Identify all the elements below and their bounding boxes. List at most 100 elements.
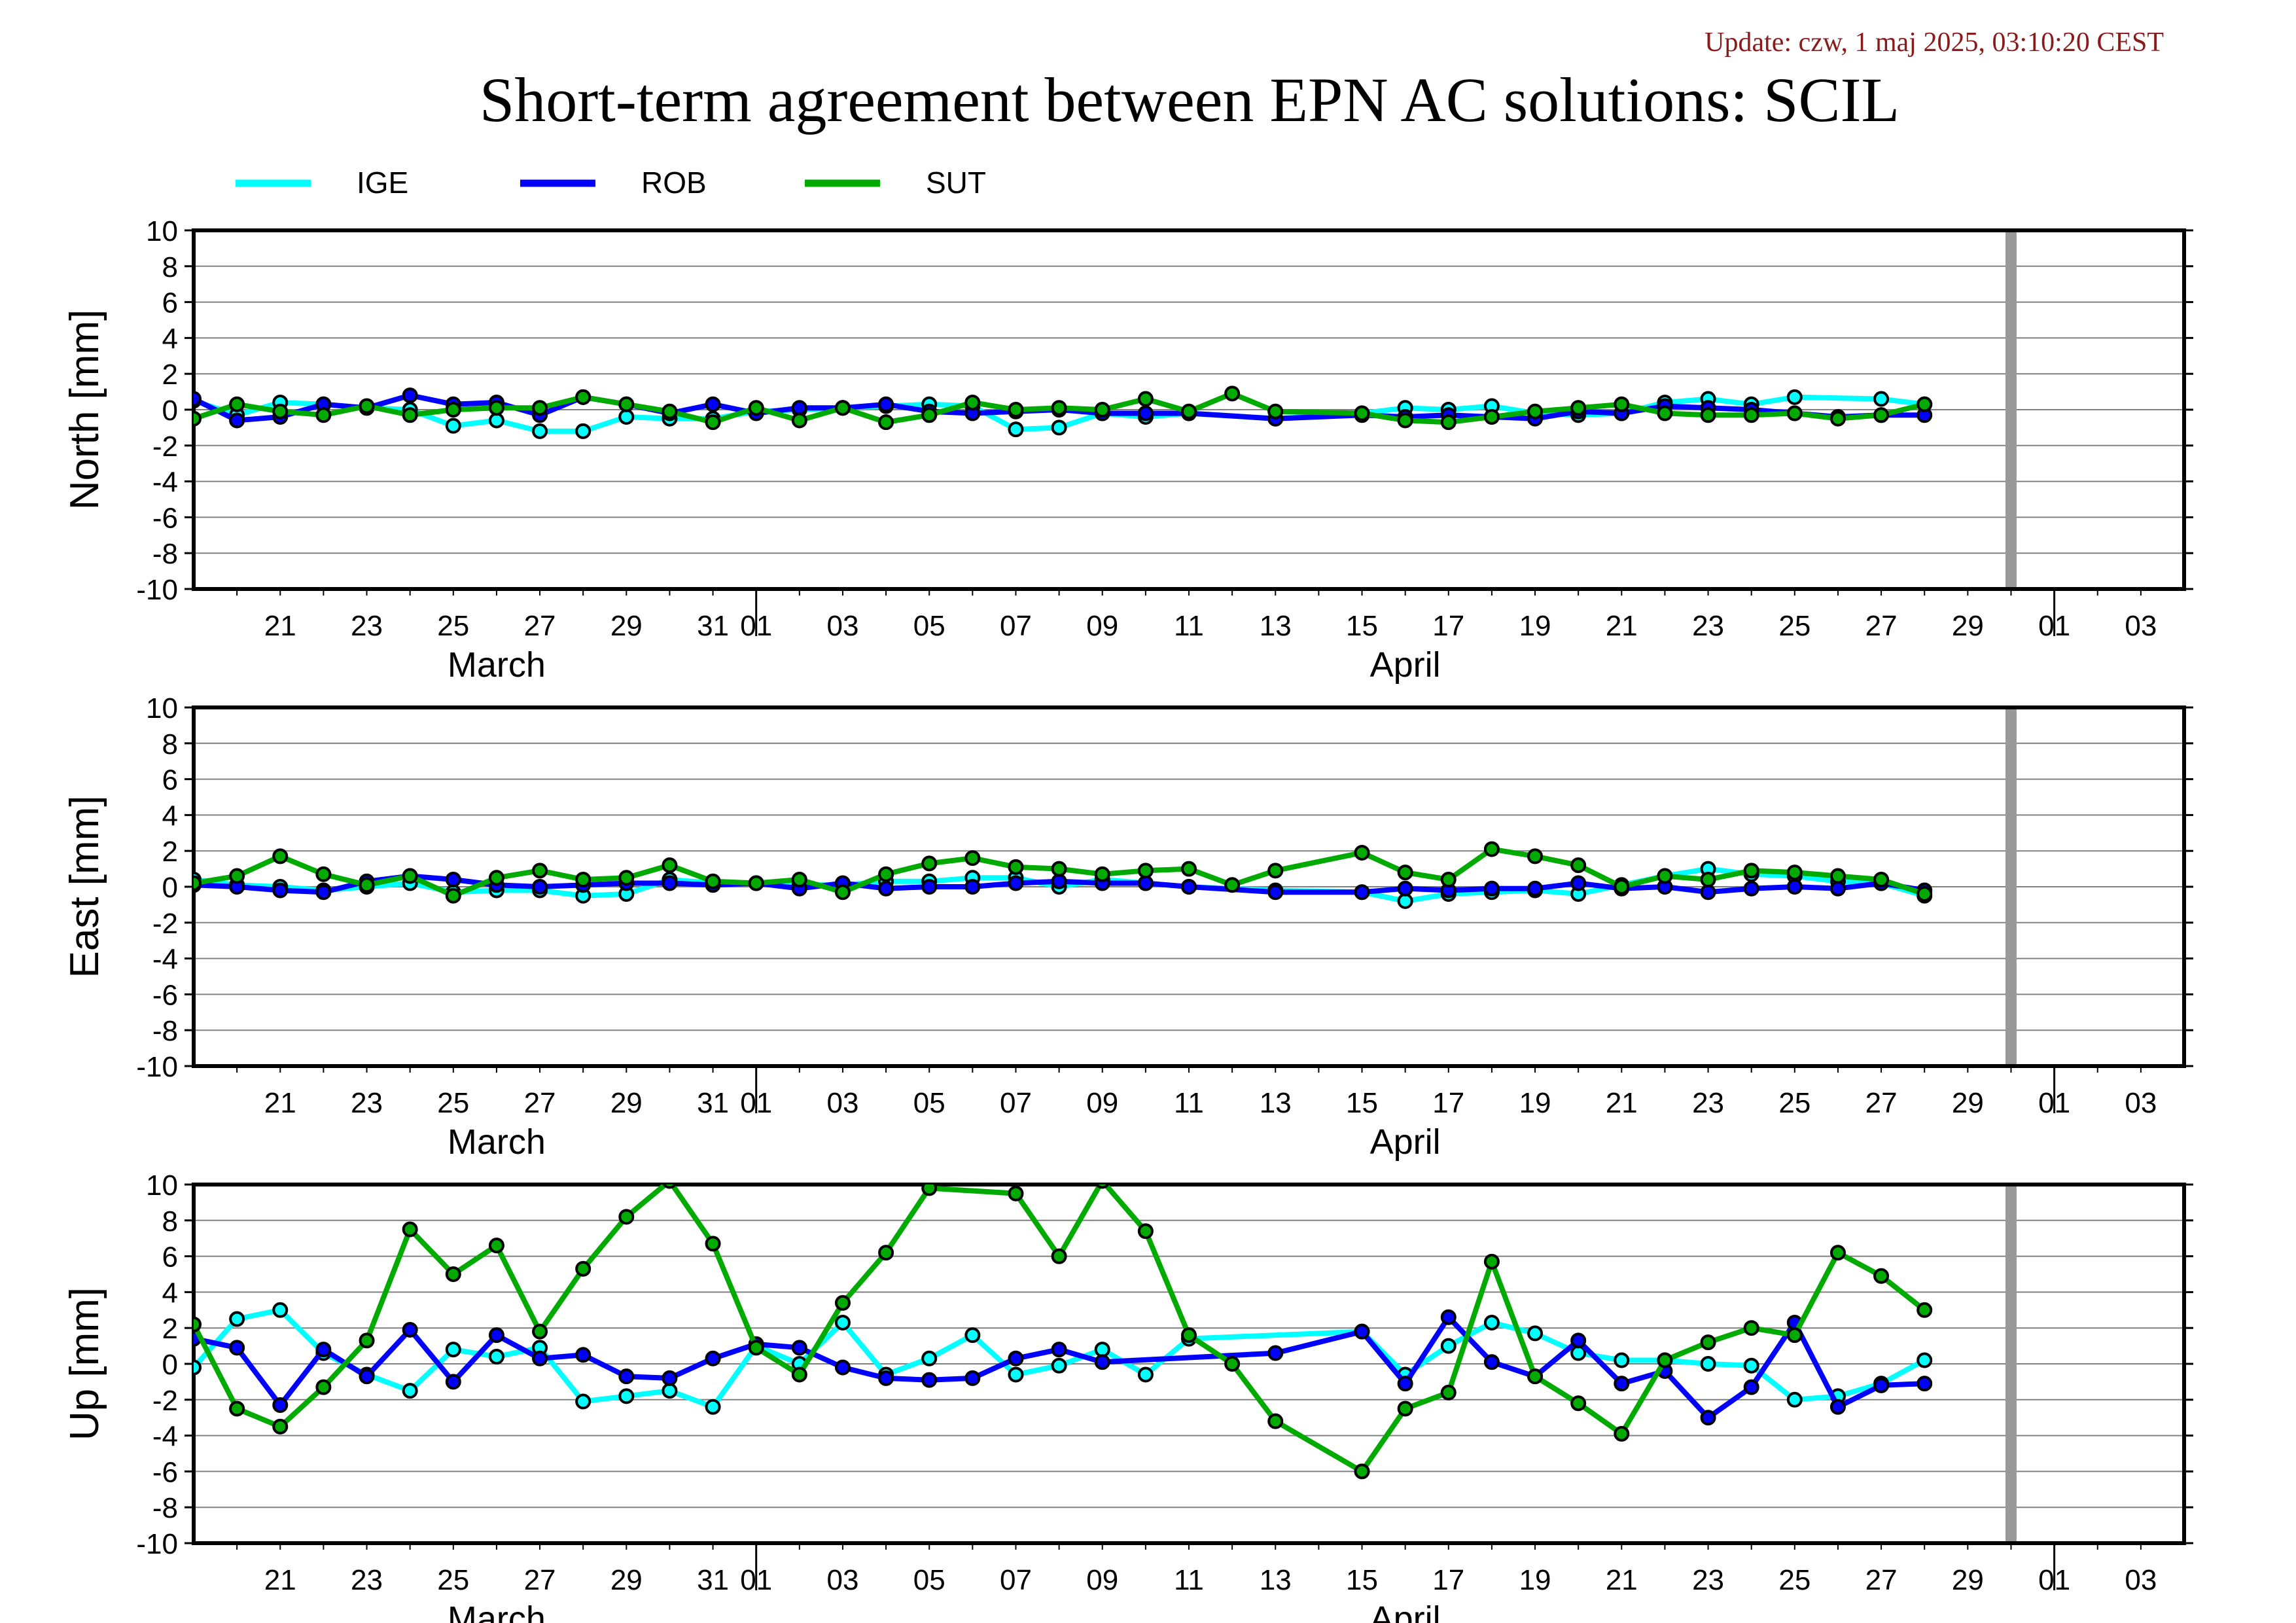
data-point-ige [1397, 893, 1413, 909]
x-tick-label: 01 [2038, 610, 2070, 642]
data-point-rob [1354, 884, 1370, 901]
legend: IGE ROB SUT [236, 166, 986, 200]
data-point-ige [1786, 1391, 1803, 1408]
data-point-sut [1354, 844, 1370, 861]
data-point-sut [402, 1221, 418, 1238]
x-tick-label: 03 [2125, 1087, 2157, 1119]
x-tick-label: 03 [826, 1564, 858, 1596]
data-point-sut [921, 855, 938, 872]
y-tick-label: -6 [152, 979, 178, 1011]
data-point-ige [272, 1302, 289, 1318]
data-point-sut [964, 395, 981, 411]
data-point-sut [194, 1316, 202, 1332]
data-point-sut [618, 870, 635, 886]
data-point-sut [1137, 1223, 1154, 1240]
x-tick-label: 11 [1174, 1564, 1204, 1596]
y-tick-label: 6 [162, 287, 178, 319]
data-point-rob [1829, 880, 1846, 897]
data-point-sut [1181, 1327, 1197, 1344]
x-tick-label: 17 [1432, 1087, 1464, 1119]
x-tick-label: 29 [1952, 610, 1984, 642]
x-tick-label: 01 [740, 1564, 772, 1596]
data-point-sut [1786, 1327, 1803, 1344]
data-point-sut [272, 403, 289, 419]
data-point-sut [662, 857, 678, 874]
x-tick-label: 31 [697, 610, 729, 642]
legend-label-sut: SUT [926, 166, 986, 200]
data-point-rob [575, 1347, 592, 1363]
y-axis-label: East [mm] [62, 795, 107, 978]
x-tick-label: 13 [1260, 610, 1292, 642]
legend-label-ige: IGE [357, 166, 408, 200]
data-point-sut [1094, 402, 1110, 418]
x-tick-label: 25 [437, 1087, 469, 1119]
data-point-sut [618, 396, 635, 412]
data-point-sut [532, 1323, 548, 1340]
y-tick-label: 4 [162, 323, 178, 355]
y-tick-label: 8 [162, 728, 178, 760]
x-tick-label: 01 [2038, 1087, 2070, 1119]
x-tick-label: 21 [264, 610, 296, 642]
x-tick-label: 11 [1174, 1087, 1204, 1119]
data-point-sut [1483, 1253, 1500, 1270]
data-point-rob [272, 1397, 289, 1414]
series-group [194, 385, 1933, 439]
x-tick-label: 07 [1000, 610, 1032, 642]
data-point-sut [488, 1238, 504, 1254]
data-point-ige [1527, 1325, 1544, 1342]
y-tick-label: -4 [152, 944, 178, 976]
data-point-rob [964, 1370, 981, 1386]
data-point-rob [878, 880, 894, 897]
data-point-sut [705, 1236, 721, 1252]
data-point-ige [1008, 1366, 1024, 1383]
x-tick-label: 03 [2125, 1564, 2157, 1596]
x-tick-label: 31 [697, 1087, 729, 1119]
data-point-ige [618, 408, 635, 425]
data-point-sut [1095, 1185, 1110, 1189]
data-point-sut [272, 848, 289, 865]
y-tick-label: 4 [162, 1277, 178, 1309]
data-point-sut [1137, 391, 1154, 407]
data-point-rob [402, 387, 418, 404]
data-point-rob [618, 1368, 635, 1385]
y-tick-label: 10 [146, 1169, 178, 1202]
x-tick-label: 21 [1606, 1087, 1638, 1119]
data-point-sut [1657, 405, 1673, 421]
x-tick-label: 23 [351, 1564, 383, 1596]
data-point-rob [1137, 875, 1154, 891]
y-tick-label: 6 [162, 1241, 178, 1274]
data-point-sut [618, 1209, 635, 1225]
data-point-rob [1483, 1354, 1500, 1370]
data-point-sut [315, 1379, 332, 1395]
data-point-rob [878, 396, 894, 412]
x-tick-label: 23 [1692, 1087, 1724, 1119]
x-tick-label: 29 [610, 1087, 643, 1119]
x-tick-label: 01 [740, 1087, 772, 1119]
data-point-ige [1094, 1342, 1110, 1358]
data-point-sut [402, 868, 418, 884]
data-point-rob [532, 879, 548, 895]
data-point-ige [1051, 1357, 1067, 1374]
x-tick-label: 03 [826, 1087, 858, 1119]
data-point-sut [575, 1260, 592, 1277]
x-tick-label: 23 [351, 610, 383, 642]
data-point-sut [1570, 857, 1587, 874]
series-line-sut [194, 1185, 1928, 1474]
data-point-sut [1700, 1334, 1716, 1351]
y-tick-label: -10 [136, 574, 178, 606]
data-point-rob [791, 400, 807, 416]
data-point-sut [1614, 879, 1630, 895]
data-point-rob [921, 1372, 938, 1388]
data-point-sut [705, 873, 721, 889]
y-tick-label: 6 [162, 764, 178, 796]
y-tick-label: -2 [152, 908, 178, 940]
data-point-rob [445, 872, 461, 888]
x-tick-label: 05 [913, 610, 945, 642]
data-point-sut [532, 400, 548, 416]
data-point-sut [1570, 400, 1587, 416]
data-point-rob [1570, 1332, 1587, 1349]
data-point-rob [705, 396, 721, 412]
data-point-sut [194, 875, 202, 891]
data-point-sut [1267, 1413, 1284, 1429]
